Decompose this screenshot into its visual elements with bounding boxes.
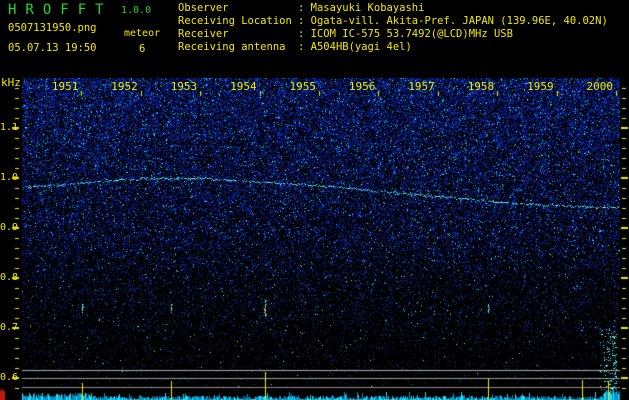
station-info-value: A504HB(yagi 4el) [310,41,412,53]
mode-label: meteor [124,28,161,39]
time-tick-label: 1953 [170,80,198,93]
spectrogram-canvas [0,78,629,400]
time-tick-label: 1959 [527,80,554,93]
time-tick-label: 2000 [586,80,614,93]
station-info-field-label: Observer [178,2,229,14]
time-tick-label: 1951 [51,80,79,93]
freq-tick-label: 0.8 [0,272,19,283]
station-info-colon: : [298,2,311,14]
station-info-colon: : [298,41,311,53]
station-info-colon: : [298,15,311,27]
station-info-colon: : [298,28,311,40]
station-info-row: Receiving Location: Ogata-vill. Akita-Pr… [178,15,608,28]
station-info-field-label: Receiver [178,28,229,40]
time-tick-label: 1957 [408,80,435,93]
app-title: HROFFT [8,2,113,18]
station-info-value: ICOM IC-575 53.7492(@LCD)MHz USB [310,28,513,40]
app-version: 1.0.0 [121,5,152,16]
station-info: Observer: Masayuki Kobayashi Receiving Lo… [178,2,608,54]
freq-tick-label: 0.9 [0,222,19,233]
station-info-row: Observer: Masayuki Kobayashi [178,2,608,15]
output-filename: 0507131950.png [8,22,97,34]
freq-tick-label: 0.7 [0,322,19,333]
time-tick-label: 1952 [111,80,138,93]
time-tick-label: 1954 [230,80,257,93]
station-info-value: Ogata-vill. Akita-Pref. JAPAN (139.96E, … [310,15,608,27]
time-tick-label: 1956 [348,80,376,93]
station-info-field-label: Receiving Location [178,15,292,27]
frequency-axis-unit: kHz [1,76,21,89]
time-tick-label: 1958 [467,80,495,93]
time-tick-label: 1955 [289,80,317,93]
station-info-value: Masayuki Kobayashi [310,2,425,14]
station-info-row: Receiver: ICOM IC-575 53.7492(@LCD)MHz U… [178,28,608,41]
station-info-field-label: Receiving antenna [178,41,286,53]
station-info-row: Receiving antenna: A504HB(yagi 4el) [178,41,608,54]
observation-datetime: 05.07.13 19:50 [8,42,97,54]
freq-tick-label: 1.0 [0,172,19,183]
meteor-count: 6 [139,43,146,55]
freq-tick-label: 0.6 [0,372,19,383]
freq-tick-label: 1.1 [0,122,19,133]
